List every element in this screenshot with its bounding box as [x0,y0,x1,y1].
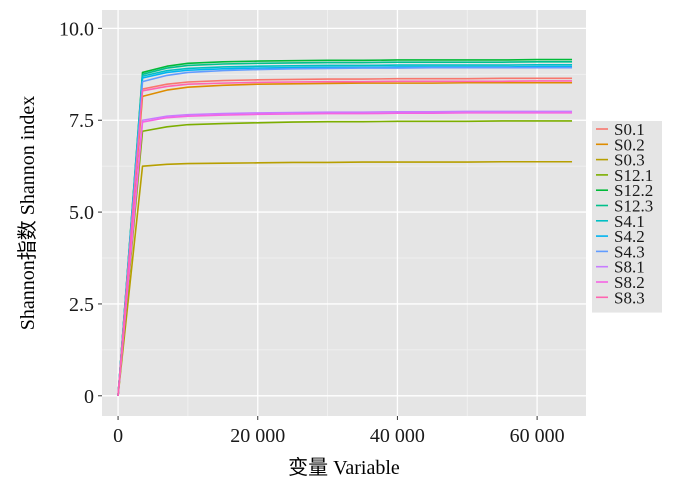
y-tick-label: 7.5 [69,110,94,132]
y-tick-label: 5.0 [69,202,94,224]
legend-label: S4.2 [614,227,645,246]
legend-label: S4.3 [614,242,645,261]
series-line-S12.3 [117,61,573,396]
series-line-S4.3 [117,66,573,396]
y-tick-label: 0 [84,386,94,408]
series-line-S12.1 [117,120,573,396]
legend-item-S4.3: S4.3 [596,242,645,261]
series-line-S0.2 [117,81,573,396]
legend-item-S12.2: S12.2 [596,181,653,200]
legend-label: S12.3 [614,197,653,216]
legend-label: S8.1 [614,258,645,277]
x-axis-title: 变量 Variable [288,456,400,479]
x-tick-label: 20 000 [230,425,285,447]
legend-label: S8.3 [614,288,645,307]
series-line-S8.3 [117,80,573,396]
legend-label: S12.2 [614,181,653,200]
legend-label: S0.1 [614,120,645,139]
series-line-S8.1 [117,110,573,396]
legend-item-S4.1: S4.1 [596,212,645,231]
series-line-S8.2 [117,112,573,396]
legend-label: S4.1 [614,212,645,231]
series-line-S0.3 [117,160,573,396]
x-tick-label: 60 000 [510,425,565,447]
legend-item-S8.3: S8.3 [596,288,645,307]
y-axis-title: Shannon指数 Shannon index [16,96,39,330]
legend-item-S0.3: S0.3 [596,151,645,170]
y-axis-tick-labels: 0 2.5 5.0 7.5 10.0 [59,18,94,407]
legend: S0.1S0.2S0.3S12.1S12.2S12.3S4.1S4.2S4.3S… [592,120,662,313]
legend-label: S0.2 [614,135,645,154]
legend-item-S8.1: S8.1 [596,258,645,277]
x-tick-label: 40 000 [370,425,425,447]
legend-item-S4.2: S4.2 [596,227,645,246]
minor-grid [102,10,586,416]
legend-item-S8.2: S8.2 [596,273,645,292]
legend-item-S0.2: S0.2 [596,135,645,154]
series-lines [117,58,573,396]
legend-label: S12.1 [614,166,653,185]
axis-ticks [98,27,538,420]
legend-background [592,121,662,313]
series-line-S0.1 [117,77,573,396]
y-tick-label: 2.5 [69,294,94,316]
legend-item-S12.1: S12.1 [596,166,653,185]
legend-item-S0.1: S0.1 [596,120,645,139]
x-axis-tick-labels: 0 20 000 40 000 60 000 [113,425,565,447]
x-tick-label: 0 [113,425,123,447]
y-tick-label: 10.0 [59,18,94,40]
series-line-S12.2 [117,58,573,396]
legend-item-S12.3: S12.3 [596,197,653,216]
legend-label: S8.2 [614,273,645,292]
series-line-S4.1 [117,63,573,396]
legend-label: S0.3 [614,151,645,170]
major-grid [102,10,586,416]
